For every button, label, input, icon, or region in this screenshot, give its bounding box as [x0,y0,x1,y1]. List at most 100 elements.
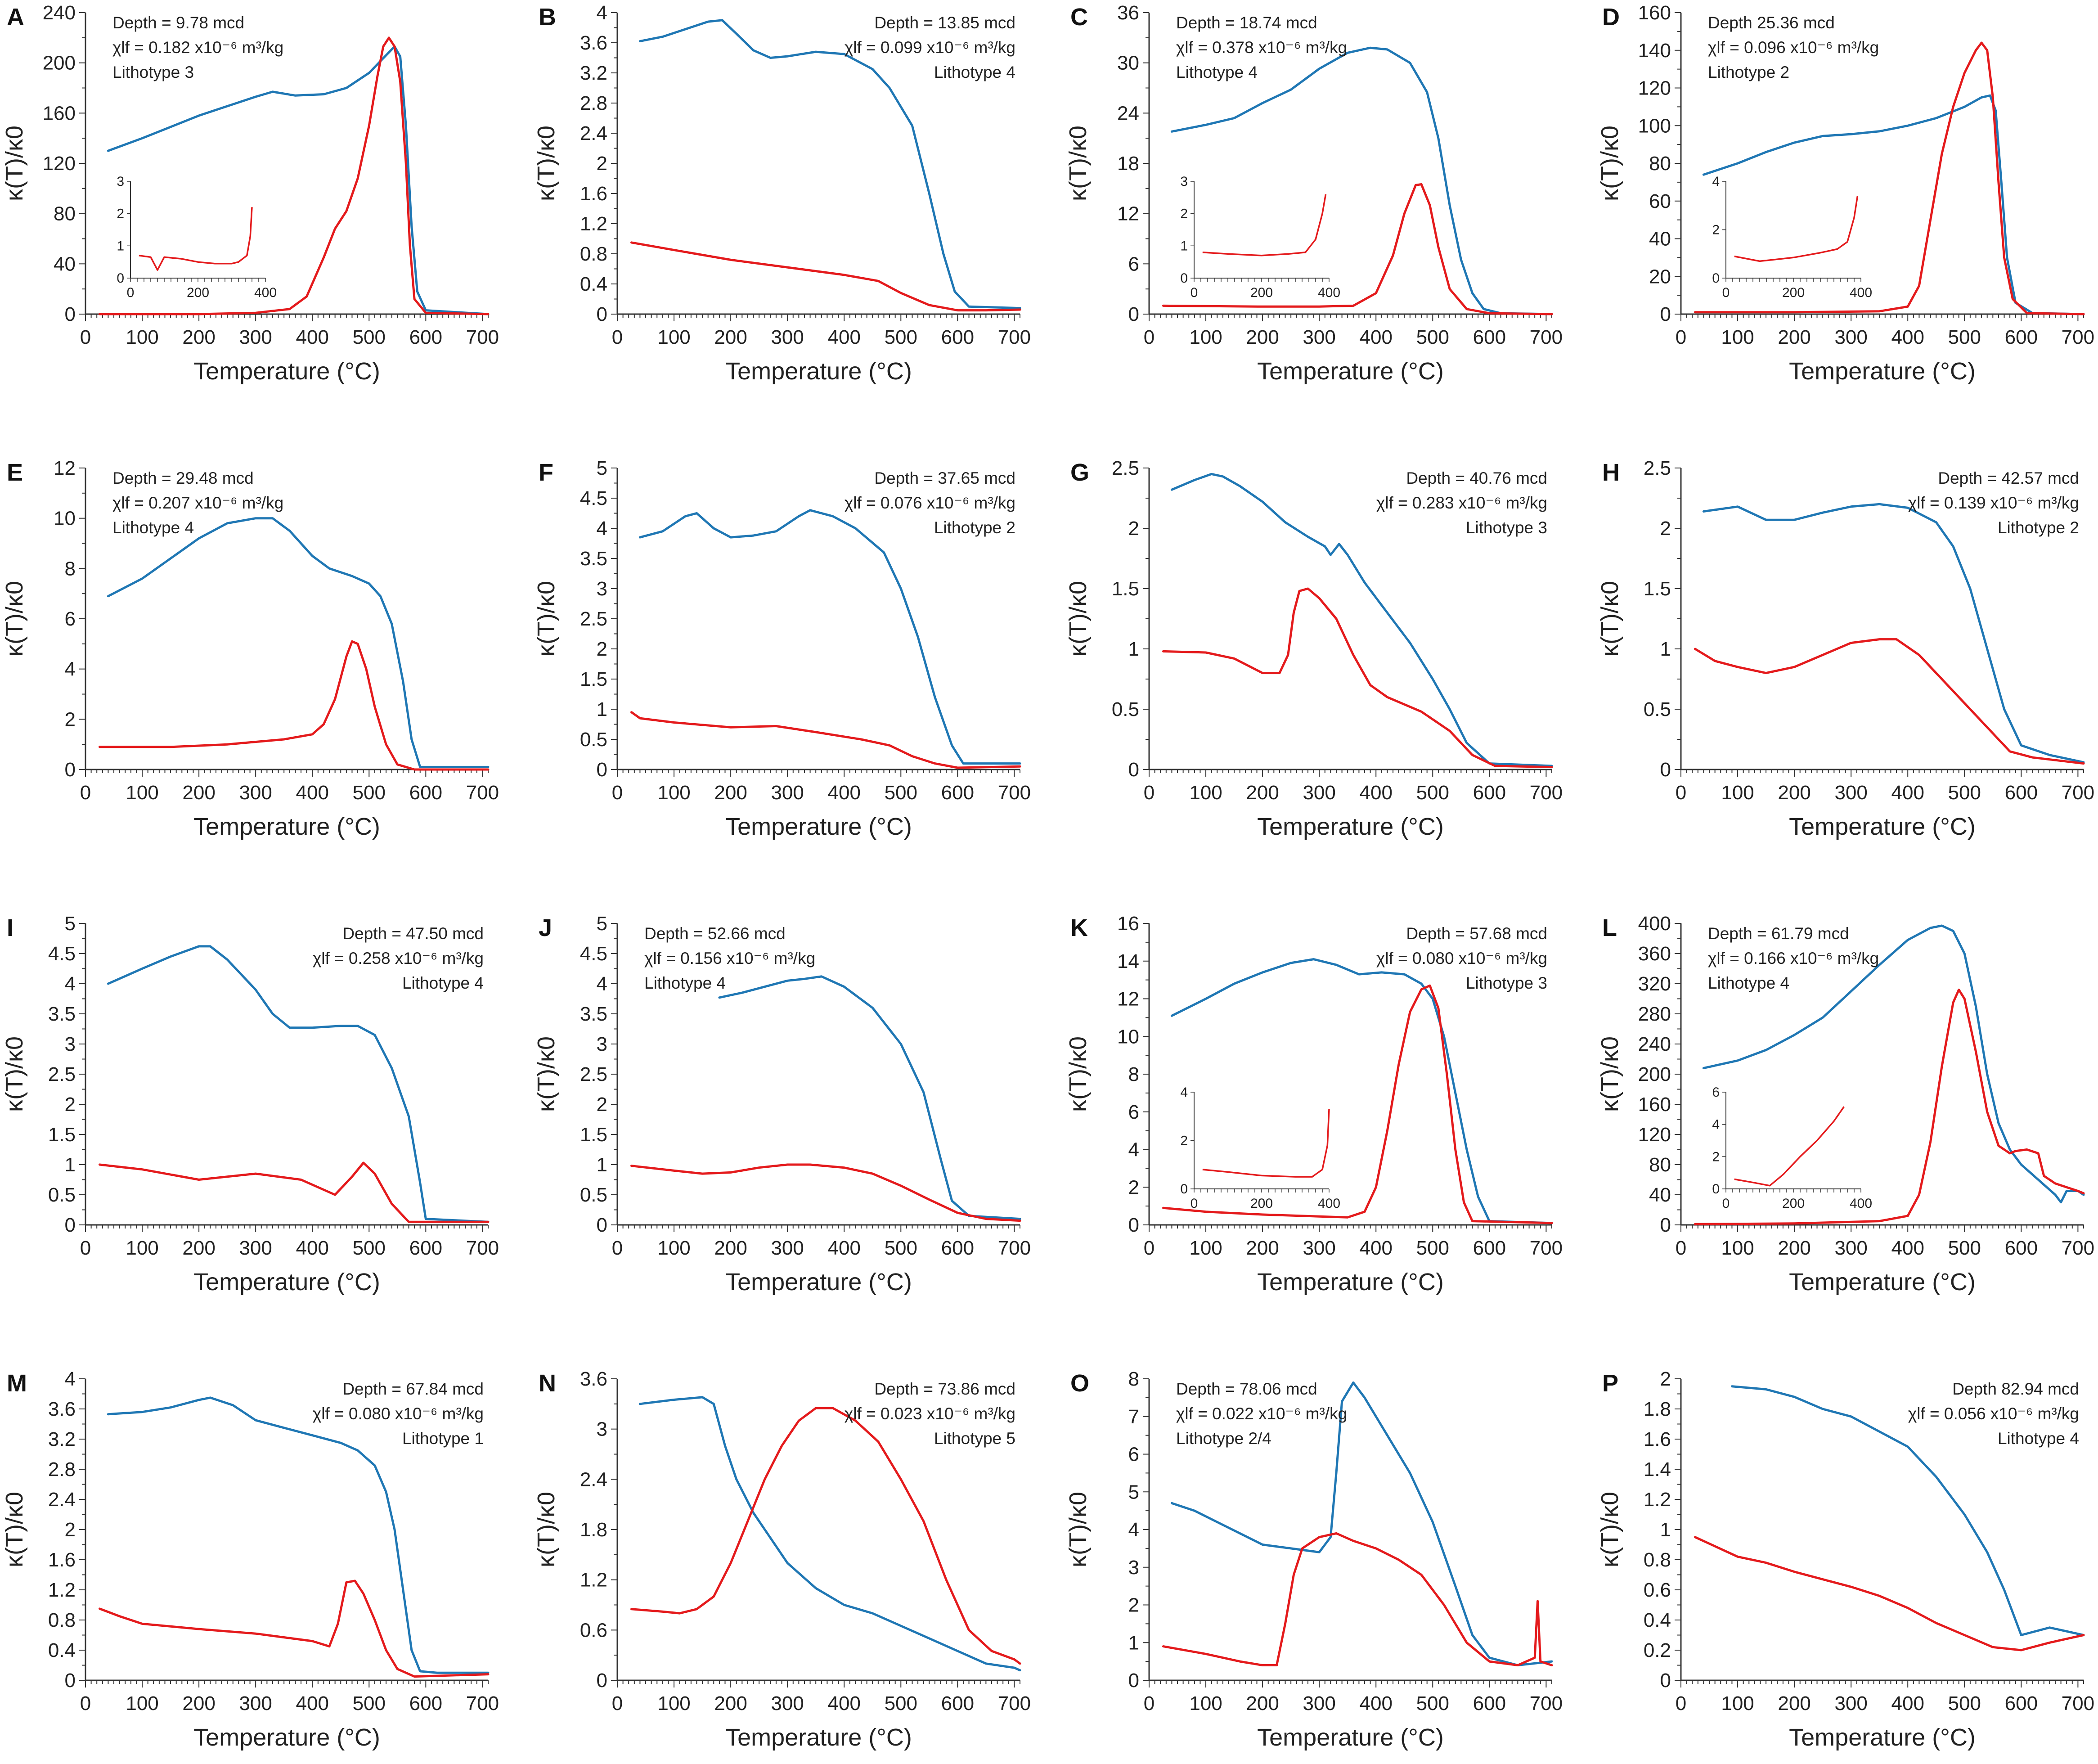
y-tick-label: 400 [1638,913,1671,935]
panel-letter: H [1602,459,1620,486]
annotation-line: χlf = 0.080 x10⁻⁶ m³/kg [313,1404,484,1423]
y-tick-label: 0 [1660,1670,1671,1692]
x-tick-label: 700 [998,782,1031,804]
y-tick-label: 2 [1128,518,1139,540]
panel-o: O 0 100 200 300 400 500 600 700 0 1 2 3 4 5 6 7 8 Temperat… [1065,1368,1563,1751]
series-line-heating [1694,988,2085,1225]
panel-i: I 0 100 200 300 400 500 600 700 0 0.5 1 1.5 2 2.5 3 3.5 4… [1,913,499,1296]
x-tick-label: 600 [2005,326,2038,348]
x-tick-label: 0 [1676,1237,1686,1259]
annotation-line: χlf = 0.022 x10⁻⁶ m³/kg [1176,1404,1347,1423]
x-tick-label: 400 [296,1692,329,1714]
panel-letter: A [7,4,24,31]
y-tick-label: 1.2 [580,213,607,235]
y-tick-label: 5 [597,913,607,935]
annotation-line: χlf = 0.378 x10⁻⁶ m³/kg [1176,38,1347,57]
y-tick-label: 100 [1638,115,1671,137]
y-tick-label: 4.5 [48,943,76,965]
x-tick-label: 0 [1676,782,1686,804]
x-tick-label: 700 [466,782,499,804]
y-tick-label: 20 [1649,266,1671,288]
x-tick-label: 100 [126,782,158,804]
y-tick-label: 0.5 [580,729,607,751]
x-tick-label: 500 [353,782,386,804]
series-line-cooling [107,45,490,315]
x-tick-label: 100 [1189,782,1222,804]
y-tick-label: 0.4 [580,273,607,295]
series-line-heating [1162,1532,1553,1666]
x-tick-label: 0 [1144,326,1155,348]
x-tick-label: 200 [1778,782,1810,804]
x-tick-label: 600 [409,1692,442,1714]
x-tick-label: 100 [657,1692,690,1714]
inset-y-tick-label: 2 [1180,1134,1188,1148]
y-tick-label: 2.5 [580,608,607,630]
y-tick-label: 1.6 [48,1549,76,1571]
x-tick-label: 0 [612,782,623,804]
x-tick-label: 700 [2062,1237,2094,1259]
y-tick-label: 3.5 [580,1003,607,1025]
x-tick-label: 500 [885,782,917,804]
panel-j: J 0 100 200 300 400 500 600 700 0 0.5 1 1.5 2 2.5 3 3.5 4… [533,913,1031,1296]
x-axis-title: Temperature (°C) [1257,813,1444,840]
x-tick-label: 300 [239,782,272,804]
y-tick-label: 2 [597,153,607,175]
panel-a: A0 100 200 300 400 500 600 70004080120160200240… [1,2,499,385]
y-tick-label: 12 [54,457,76,479]
x-tick-label: 200 [714,782,747,804]
x-tick-label: 0 [80,1692,91,1714]
annotation-line: χlf = 0.207 x10⁻⁶ m³/kg [112,494,283,512]
y-tick-label: 0 [1660,1214,1671,1236]
y-tick-label: 80 [54,203,76,225]
annotation-line: χlf = 0.182 x10⁻⁶ m³/kg [112,38,283,57]
y-tick-label: 2 [1660,518,1671,540]
x-tick-label: 400 [296,326,329,348]
panel-f: F 0 100 200 300 400 500 600 700 0 0.5 1 1.5 2 2.5 3 3.5 4… [533,457,1031,840]
x-tick-label: 200 [182,1237,215,1259]
x-tick-label: 600 [1473,1237,1506,1259]
inset-y-tick-label: 0 [117,271,124,286]
y-tick-label: 30 [1117,52,1139,74]
y-tick-label: 2 [65,1519,76,1541]
inset-x-tick-label: 400 [1318,1196,1340,1211]
x-axis-title: Temperature (°C) [725,813,912,840]
y-tick-label: 1.5 [48,1124,76,1146]
inset-series-heating [139,207,253,271]
x-axis-title: Temperature (°C) [193,358,380,385]
y-tick-label: 10 [1117,1026,1139,1048]
inset-x-tick-label: 0 [1722,1196,1730,1211]
y-tick-label: 4.5 [580,943,607,965]
y-tick-label: 0.5 [580,1184,607,1206]
x-tick-label: 200 [182,1692,215,1714]
inset-x-tick-label: 0 [1191,285,1198,300]
y-tick-label: 8 [65,558,76,580]
series-line-cooling [1731,1385,2085,1636]
y-tick-label: 0.8 [1644,1549,1671,1571]
x-tick-label: 100 [657,1237,690,1259]
panel-letter: L [1602,914,1617,941]
x-tick-label: 0 [80,1237,91,1259]
annotation-line: Lithotype 2 [934,518,1015,537]
panel-l: L0 100 200 300 400 500 600 70004080120160200240… [1596,913,2094,1296]
y-tick-label: 1.8 [580,1519,607,1541]
series-line-heating [630,241,1021,312]
y-tick-label: 160 [43,102,76,124]
y-tick-label: 0.5 [48,1184,76,1206]
y-tick-label: 1.6 [1644,1428,1671,1450]
y-tick-label: 0 [597,759,607,781]
x-tick-label: 400 [828,326,861,348]
panel-m: M 0 100 200 300 400 500 600 700 0 0.4 0.8 1.2 1.6 2 2.4… [1,1368,499,1751]
series-line-heating [99,1161,490,1223]
panel-letter: G [1070,459,1089,486]
x-tick-label: 500 [1416,1237,1449,1259]
panel-letter: E [7,459,23,486]
y-tick-label: 240 [1638,1033,1671,1055]
panel-d: D0 100 200 300 400 500 600 70002040608010012014… [1596,2,2094,385]
x-tick-label: 0 [1144,1692,1155,1714]
x-tick-label: 0 [612,1237,623,1259]
inset-x-tick-label: 400 [1318,285,1340,300]
x-tick-label: 700 [2062,1692,2094,1714]
series-line-heating [1694,41,2085,315]
series-line-cooling [638,509,1021,765]
y-tick-label: 2.5 [48,1063,76,1085]
